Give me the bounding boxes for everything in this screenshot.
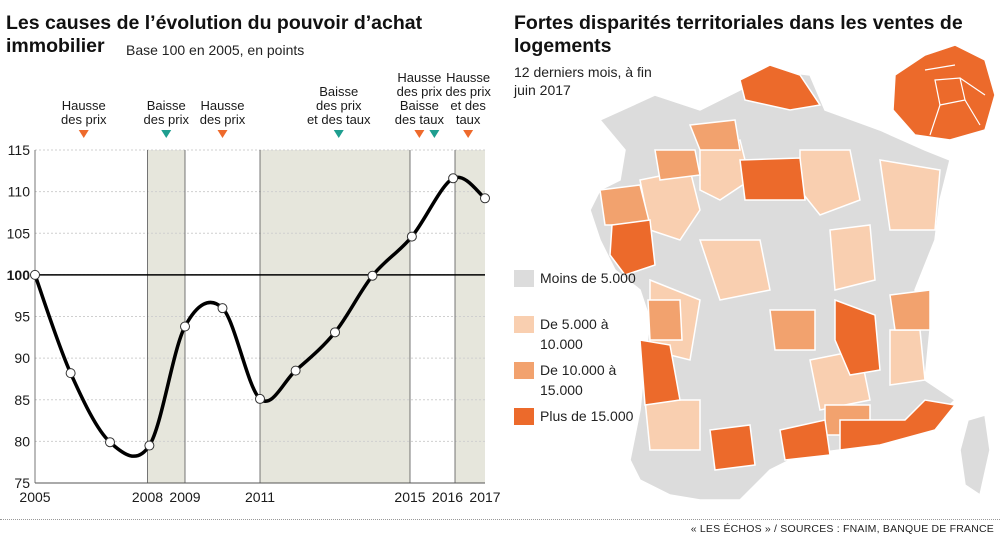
data-point [330,327,340,338]
map-region-mid-2 [654,149,701,181]
chart-title: Les causes de l’évolution du pouvoir d’a… [6,12,423,57]
map-title: Fortes disparités territoriales dans les… [514,12,963,57]
chart-subtitle: Base 100 en 2005, en points [126,42,305,58]
map-region-dark-lyon [834,298,881,376]
annotation-label: et des [450,98,486,113]
annotation-label: et des taux [307,112,371,127]
legend-label: Plus de 15.000 [540,408,634,424]
data-point [217,303,228,314]
annotation-label: Hausse [200,98,244,113]
data-point [290,365,301,376]
footer-rule [0,519,1000,520]
annotation-label: des prix [445,84,491,99]
x-tick-label: 2005 [19,489,50,505]
map-region-dark-toulouse [709,424,756,471]
map-region-light-8 [644,399,701,451]
map-corsica [959,414,991,497]
data-point [480,193,490,204]
legend-swatch [514,408,534,425]
y-tick-label: 110 [8,184,31,200]
annotation-label: des prix [61,112,107,127]
map-region-light-10 [889,329,926,386]
annotation-label: Hausse [397,70,441,85]
y-tick-label: 85 [14,392,30,408]
data-point [367,270,378,281]
annotation-marker [78,130,89,138]
map-region-dark-paca [839,399,957,451]
annotation-marker [429,130,440,138]
annotation-label: taux [456,112,481,127]
annotation-marker [333,130,344,138]
legend-swatch [514,316,534,333]
x-tick-label: 2008 [132,489,163,505]
data-point [406,231,417,242]
annotation-label: des prix [143,112,189,127]
map-region-mid-6 [889,289,931,331]
annotation-label: Baisse [319,84,358,99]
map-inset-idf [892,44,996,141]
data-point [30,269,40,280]
x-tick-label: 2011 [245,489,275,505]
map-region-dark-herault [779,419,831,461]
map-regions [589,64,991,501]
annotation-marker [217,130,228,138]
map-region-mid-5 [769,309,816,351]
legend-label: De 10.000 à 15.000 [540,362,617,398]
map-region-dark-gironde [639,339,681,406]
map-subtitle: 12 derniers mois, à fin juin 2017 [514,64,652,98]
annotation-label: Hausse [446,70,490,85]
map-region-mid-1 [688,119,741,151]
x-tick-label: 2016 [432,489,463,505]
map-region-mid-4 [647,299,683,341]
legend-label: De 5.000 à 10.000 [540,316,609,352]
y-tick-label: 95 [14,309,30,325]
annotation-label: Baisse [147,98,186,113]
y-tick-label: 115 [8,142,31,158]
annotation-marker [463,130,474,138]
map-region-dark-nantes [609,219,656,276]
x-tick-label: 2009 [169,489,200,505]
shaded-period [147,150,185,483]
x-tick-label: 2017 [469,489,500,505]
annotation-label: Baisse [400,98,439,113]
source-footer: « LES ÉCHOS » / SOURCES : FNAIM, BANQUE … [690,523,994,535]
map-region-light-5 [698,239,771,301]
y-tick-label: 80 [14,433,30,449]
map-region-light-4 [879,159,941,231]
annotation-label: des prix [316,98,362,113]
y-tick-label: 75 [14,475,30,491]
data-point [448,173,459,184]
x-tick-label: 2015 [394,489,425,505]
annotation-marker [161,130,172,138]
annotation-label: des prix [397,84,443,99]
data-point [144,440,155,451]
annotation-label: des prix [200,112,246,127]
data-point [105,437,115,448]
legend-swatch [514,270,534,287]
annotation-marker [414,130,425,138]
map-region-dark-nord [739,64,822,111]
y-tick-label: 100 [7,267,31,283]
annotation-label: des taux [395,112,445,127]
data-point [255,393,265,404]
y-tick-label: 105 [7,225,31,241]
data-point [180,321,190,332]
data-point [65,368,76,379]
map-region-light-6 [829,224,876,291]
annotation-label: Hausse [62,98,106,113]
map-region-dark-idf [739,157,806,201]
legend-swatch [514,362,534,379]
y-tick-label: 90 [14,350,30,366]
legend-label: Moins de 5.000 [540,270,636,286]
